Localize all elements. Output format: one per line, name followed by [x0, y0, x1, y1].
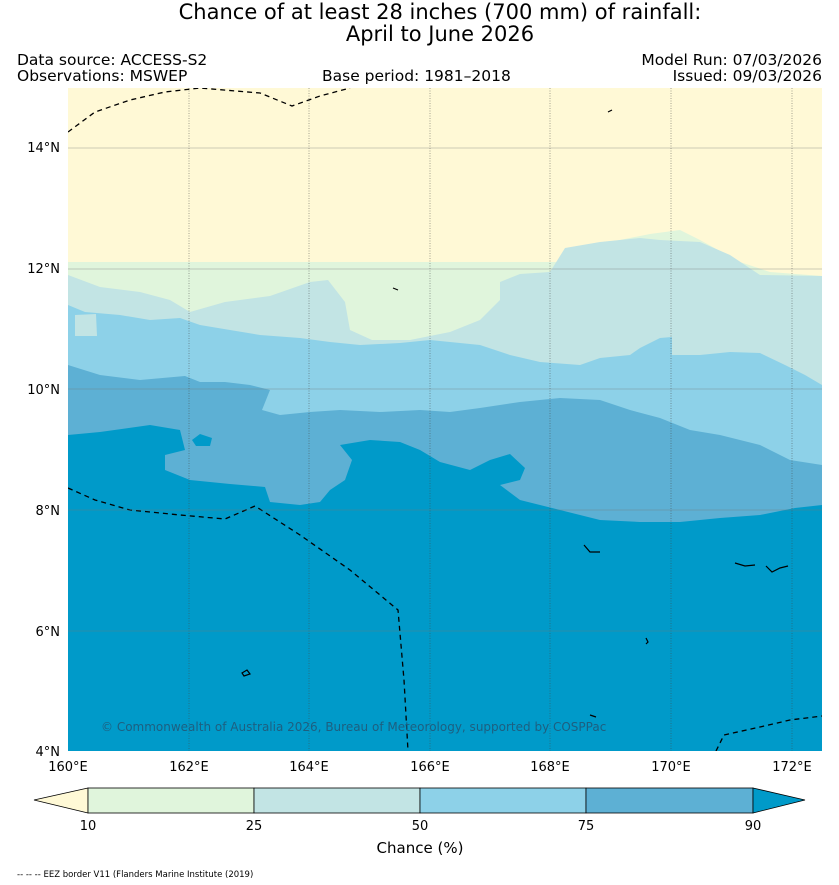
island-marker: [192, 434, 212, 446]
colorbar-swatch: [419, 787, 587, 814]
colorbar-arrow-high: [752, 787, 806, 814]
data-source-label: Data source: ACCESS-S2: [17, 51, 208, 69]
band-above-90: [68, 425, 822, 751]
colorbar-tick: 25: [246, 819, 263, 834]
atoll-outlines: [241, 109, 789, 718]
latitude-labels: 14°N 12°N 10°N 8°N 6°N 4°N: [27, 141, 60, 760]
gridlines: [68, 147, 822, 632]
copyright-notice: © Commonwealth of Australia 2026, Bureau…: [101, 720, 606, 734]
colorbar-title: Chance (%): [377, 839, 464, 857]
colorbar-swatch: [253, 787, 421, 814]
map-title-line1: Chance of at least 28 inches (700 mm) of…: [178, 0, 702, 24]
lon-label: 162°E: [169, 760, 209, 775]
base-period-label: Base period: 1981–2018: [322, 67, 511, 85]
lon-label: 166°E: [410, 760, 450, 775]
colorbar-swatch: [87, 787, 255, 814]
colorbar-tick: 90: [745, 819, 762, 834]
map-title-line2: April to June 2026: [345, 22, 535, 46]
lat-label: 12°N: [27, 262, 60, 277]
eez-border: [68, 88, 822, 751]
lon-label: 164°E: [289, 760, 329, 775]
probability-fields: [68, 88, 822, 751]
colorbar-ticks: 10 25 50 75 90: [80, 819, 762, 834]
lat-label: 8°N: [36, 504, 61, 519]
model-run-label: Model Run: 07/03/2026: [641, 51, 822, 69]
colorbar-tick: 50: [412, 819, 429, 834]
lat-label: 10°N: [27, 383, 60, 398]
longitude-labels: 160°E 162°E 164°E 166°E 168°E 170°E 172°…: [48, 760, 812, 775]
colorbar: [33, 787, 806, 814]
lon-label: 168°E: [530, 760, 570, 775]
colorbar-swatch: [585, 787, 754, 814]
colorbar-tick: 10: [80, 819, 97, 834]
colorbar-tick: 75: [578, 819, 595, 834]
lat-label: 6°N: [36, 625, 61, 640]
lon-label: 160°E: [48, 760, 88, 775]
issued-label: Issued: 09/03/2026: [672, 67, 822, 85]
gridlines: [188, 88, 793, 751]
island-marker: [306, 398, 320, 407]
lat-label: 14°N: [27, 141, 60, 156]
observations-label: Observations: MSWEP: [17, 67, 188, 85]
lon-label: 170°E: [651, 760, 691, 775]
eez-footnote: -- -- -- EEZ border V11 (Flanders Marine…: [17, 870, 253, 880]
lon-label: 172°E: [772, 760, 812, 775]
island-marker: [75, 314, 97, 336]
lat-label: 4°N: [36, 745, 61, 760]
colorbar-arrow-low: [33, 787, 89, 814]
